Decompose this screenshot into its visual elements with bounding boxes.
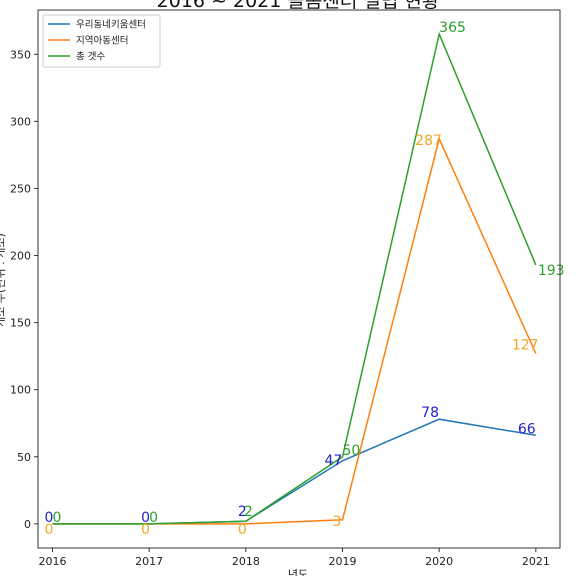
y-tick-label: 150	[10, 317, 31, 330]
series-line-0	[52, 418, 536, 525]
data-label-1: 127	[512, 337, 539, 353]
x-axis: 2016 2017 2018 2019 2020 2021	[39, 548, 550, 568]
y-tick-label: 0	[24, 518, 31, 531]
data-label-2: 365	[439, 20, 466, 36]
chart-title: 2016 ~ 2021 돌봄센터 설립 현황	[157, 0, 440, 12]
data-label-0: 0	[45, 510, 54, 526]
y-axis-label: 개소 수(단위 : 개소)	[0, 233, 7, 327]
y-tick-label: 300	[10, 115, 31, 128]
legend-box	[42, 14, 161, 68]
plot-frame	[37, 9, 561, 549]
y-tick-label: 250	[10, 182, 31, 195]
series-line-2	[52, 31, 537, 525]
x-tick-label: 2016	[39, 555, 67, 568]
legend-label-0: 우리동네키움센터	[76, 20, 146, 31]
x-axis-label: 년도	[288, 568, 308, 576]
x-tick-label: 2020	[425, 555, 453, 568]
data-label-2: 193	[538, 263, 565, 279]
legend-label-1: 지역아동센터	[76, 36, 128, 47]
data-label-0: 47	[325, 453, 343, 469]
x-tick-label: 2019	[329, 555, 357, 568]
data-label-1: 287	[415, 133, 442, 149]
data-label-0: 78	[421, 405, 439, 421]
series-line-1	[52, 136, 537, 525]
data-label-2: 0	[149, 510, 158, 526]
data-label-1: 0	[238, 522, 247, 538]
data-label-1: 0	[45, 522, 54, 538]
y-axis: 0 50 100 150 200 250 300 350	[10, 48, 38, 531]
data-label-2: 2	[244, 504, 253, 520]
data-label-1: 3	[333, 514, 342, 530]
y-tick-label: 200	[10, 250, 31, 263]
y-tick-label: 50	[17, 451, 31, 464]
legend-label-2: 총 갯수	[76, 52, 105, 63]
x-tick-label: 2021	[522, 555, 550, 568]
data-label-2: 50	[343, 443, 361, 459]
data-label-1: 0	[141, 522, 150, 538]
x-tick-label: 2017	[135, 555, 163, 568]
data-label-0: 2	[238, 504, 247, 520]
x-tick-label: 2018	[232, 555, 260, 568]
y-tick-label: 350	[10, 48, 31, 61]
y-tick-label: 100	[10, 384, 31, 397]
data-label-0: 0	[141, 510, 150, 526]
data-label-2: 0	[53, 510, 62, 526]
data-label-0: 66	[518, 421, 536, 437]
